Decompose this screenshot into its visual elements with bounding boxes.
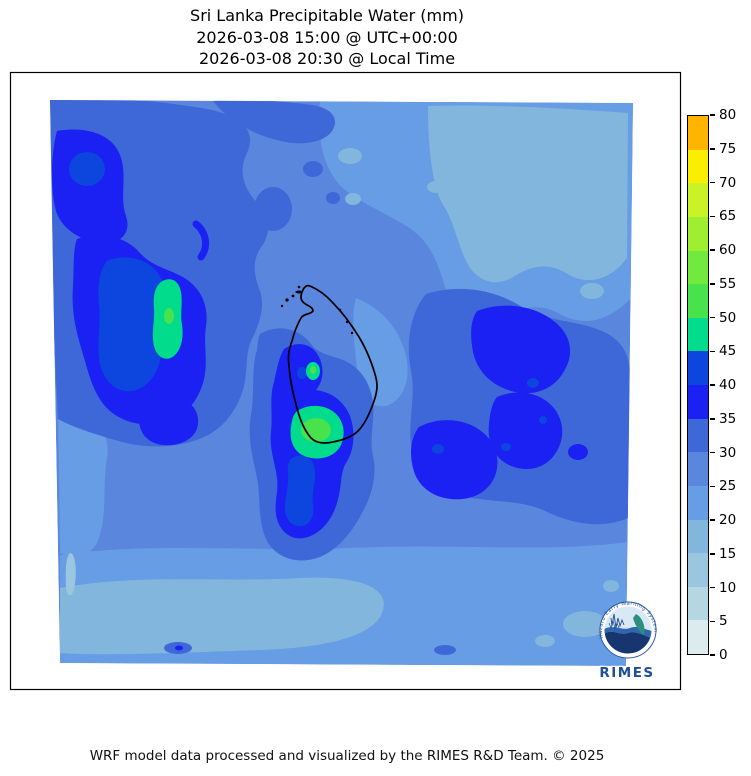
- colorbar-tickmark: [710, 148, 715, 150]
- colorbar-band-70-75: [688, 149, 708, 184]
- chart-title-block: Sri Lanka Precipitable Water (mm) 2026-0…: [0, 5, 654, 70]
- colorbar-ticklabel-80: 80: [719, 107, 737, 123]
- colorbar-band-40-45: [688, 351, 708, 385]
- colorbar-tickmark: [710, 586, 715, 589]
- colorbar-ticklabel-30: 30: [719, 444, 737, 461]
- colorbar-band-5-10: [688, 586, 708, 621]
- colorbar-tickmark: [710, 485, 715, 487]
- rimes-logo: Hazard Early Warning System RIMES: [598, 601, 658, 682]
- colorbar-ticklabel-0: 0: [719, 647, 728, 663]
- coastal-islets: [280, 285, 354, 335]
- colorbar-tickmark: [710, 316, 715, 319]
- colorbar-band-60-65: [688, 216, 708, 251]
- colorbar: [687, 115, 709, 655]
- colorbar-band-65-70: [688, 183, 708, 217]
- colorbar-tickmark: [710, 553, 715, 555]
- colorbar-ticklabel-10: 10: [719, 579, 737, 596]
- colorbar-ticklabel-55: 55: [719, 275, 737, 292]
- colorbar-ticklabel-35: 35: [719, 410, 737, 427]
- colorbar-tickmark: [710, 418, 715, 420]
- colorbar-tickmark: [710, 384, 715, 386]
- colorbar-tickmark: [710, 215, 715, 217]
- colorbar-band-35-40: [688, 385, 708, 419]
- chart-title: Sri Lanka Precipitable Water (mm): [190, 6, 464, 25]
- credit-text: WRF model data processed and visualized …: [89, 748, 605, 764]
- colorbar-ticklabel-60: 60: [719, 242, 737, 258]
- colorbar-tickmark: [710, 283, 715, 285]
- colorbar-band-75-80: [688, 116, 708, 150]
- colorbar-tickmark: [710, 350, 715, 352]
- colorbar-ticklabel-15: 15: [719, 545, 737, 562]
- contour-field: [50, 100, 633, 666]
- colorbar-ticklabel-20: 20: [719, 512, 737, 528]
- colorbar-band-55-60: [688, 250, 708, 285]
- colorbar-tickmark: [710, 519, 715, 521]
- colorbar-ticklabel-50: 50: [719, 309, 737, 326]
- chart-subtitle-utc: 2026-03-08 15:00 @ UTC+00:00: [196, 27, 458, 47]
- colorbar-tickmark: [710, 249, 715, 251]
- colorbar-ticklabel-5: 5: [719, 613, 728, 630]
- colorbar-band-50-55: [688, 284, 708, 318]
- colorbar-band-30-35: [688, 418, 708, 453]
- colorbar-ticks: 0 5 10 15 20 25 30 35 40 45 50 55 60 65 70 75 80: [710, 107, 750, 663]
- colorbar-tickmark: [710, 451, 715, 454]
- colorbar-ticklabel-65: 65: [719, 208, 737, 225]
- colorbar-ticklabel-70: 70: [719, 174, 737, 191]
- colorbar-band-20-25: [688, 485, 708, 520]
- colorbar-tickmark: [710, 181, 715, 184]
- colorbar-ticklabel-45: 45: [719, 343, 737, 360]
- colorbar-band-10-15: [688, 553, 708, 587]
- colorbar-tickmark: [710, 114, 715, 116]
- colorbar-ticklabel-25: 25: [719, 478, 737, 495]
- colorbar-band-15-20: [688, 519, 708, 554]
- chart-subtitle-local: 2026-03-08 20:30 @ Local Time: [198, 49, 456, 68]
- logo-teal-figure: [633, 614, 645, 635]
- colorbar-ticklabel-75: 75: [719, 140, 737, 157]
- colorbar-ticklabel-40: 40: [719, 377, 737, 393]
- colorbar-tickmark: [710, 620, 715, 622]
- logo-wordmark: RIMES: [599, 665, 654, 681]
- colorbar-band-0-5: [688, 620, 708, 654]
- colorbar-band-45-50: [688, 317, 708, 352]
- sri-lanka-coastline: [280, 284, 378, 444]
- colorbar-band-25-30: [688, 452, 708, 486]
- colorbar-tickmark: [710, 654, 715, 656]
